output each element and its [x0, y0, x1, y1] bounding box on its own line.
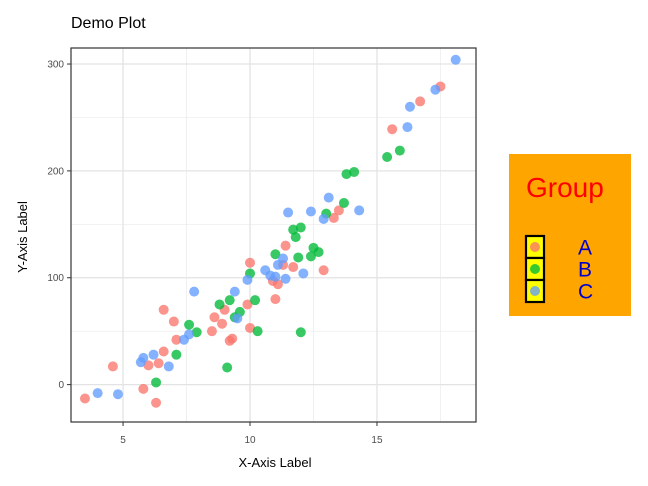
- data-point-C: [189, 286, 200, 297]
- series-A: [79, 81, 446, 408]
- data-point-A: [415, 96, 426, 107]
- legend-key-point: [530, 242, 540, 252]
- gridlines: [71, 48, 476, 422]
- data-point-C: [184, 329, 195, 340]
- data-point-B: [341, 169, 352, 180]
- data-point-C: [163, 361, 174, 372]
- data-point-B: [295, 327, 306, 338]
- data-point-C: [402, 122, 413, 133]
- y-tick-label: 100: [47, 273, 64, 284]
- data-point-C: [298, 268, 309, 279]
- data-point-C: [232, 313, 243, 324]
- data-point-A: [242, 299, 253, 310]
- data-point-A: [206, 326, 217, 337]
- data-point-C: [148, 349, 159, 360]
- data-point-B: [222, 362, 233, 373]
- data-point-C: [404, 101, 415, 112]
- data-point-C: [242, 274, 253, 285]
- data-point-B: [394, 145, 405, 156]
- legend-label: B: [578, 259, 592, 282]
- data-point-B: [313, 247, 324, 258]
- data-point-A: [333, 205, 344, 216]
- plot-panel-border: [70, 47, 477, 423]
- data-points: [79, 54, 461, 408]
- data-point-A: [328, 212, 339, 223]
- data-point-C: [270, 271, 281, 282]
- data-point-B: [184, 319, 195, 330]
- y-tick-label: 200: [47, 166, 64, 177]
- data-point-A: [217, 318, 228, 329]
- data-point-B: [171, 349, 182, 360]
- legend-title: Group: [526, 172, 604, 203]
- legend-key-point: [530, 286, 540, 296]
- data-point-A: [280, 240, 291, 251]
- data-point-A: [153, 358, 164, 369]
- legend-item-B: B: [524, 256, 592, 282]
- axis-ticks: 5 10 15 0 100 200 300: [47, 60, 383, 446]
- data-point-C: [430, 84, 441, 95]
- x-tick-label: 5: [120, 435, 126, 446]
- legend-key-point: [530, 264, 540, 274]
- data-point-A: [171, 334, 182, 345]
- x-tick-label: 15: [371, 435, 383, 446]
- data-point-C: [229, 286, 240, 297]
- data-point-A: [245, 257, 256, 268]
- data-point-B: [191, 327, 202, 338]
- y-tick-label: 0: [58, 380, 64, 391]
- data-point-B: [293, 252, 304, 263]
- y-tick-label: 300: [47, 60, 64, 71]
- data-point-A: [288, 262, 299, 273]
- data-point-B: [338, 197, 349, 208]
- data-point-C: [354, 205, 365, 216]
- data-point-C: [450, 54, 461, 65]
- data-point-A: [318, 265, 329, 276]
- legend-label: C: [578, 281, 593, 304]
- data-point-C: [318, 213, 329, 224]
- data-point-B: [151, 377, 162, 388]
- data-point-B: [382, 151, 393, 162]
- data-point-A: [158, 346, 169, 357]
- data-point-C: [112, 389, 123, 400]
- data-point-C: [323, 192, 334, 203]
- data-point-A: [143, 360, 154, 371]
- data-point-B: [270, 249, 281, 260]
- data-point-B: [250, 295, 261, 306]
- chart-title: Demo Plot: [71, 15, 146, 32]
- data-point-C: [305, 206, 316, 217]
- data-point-A: [138, 383, 149, 394]
- data-point-C: [138, 352, 149, 363]
- data-point-C: [280, 273, 291, 284]
- legend-label: A: [578, 237, 592, 260]
- x-tick-label: 10: [244, 435, 256, 446]
- data-point-B: [305, 251, 316, 262]
- legend-item-C: C: [524, 278, 593, 304]
- data-point-A: [270, 294, 281, 305]
- legend-item-A: A: [524, 234, 592, 260]
- data-point-A: [245, 322, 256, 333]
- data-point-A: [168, 316, 179, 327]
- x-axis-title: X-Axis Label: [239, 455, 312, 470]
- data-point-A: [79, 393, 90, 404]
- legend-items: ABC: [524, 234, 593, 304]
- data-point-B: [290, 232, 301, 243]
- series-C: [92, 54, 461, 400]
- data-point-B: [295, 222, 306, 233]
- data-point-A: [158, 304, 169, 315]
- data-point-A: [387, 124, 398, 135]
- y-axis-title: Y-Axis Label: [15, 201, 30, 273]
- data-point-A: [209, 312, 220, 323]
- data-point-C: [278, 253, 289, 264]
- data-point-B: [214, 299, 225, 310]
- data-point-C: [283, 207, 294, 218]
- data-point-B: [252, 326, 263, 337]
- data-point-A: [107, 361, 118, 372]
- data-point-A: [151, 397, 162, 408]
- data-point-A: [227, 333, 238, 344]
- data-point-B: [349, 166, 360, 177]
- data-point-B: [224, 295, 235, 306]
- legend: Group ABC: [509, 154, 631, 316]
- data-point-C: [92, 388, 103, 399]
